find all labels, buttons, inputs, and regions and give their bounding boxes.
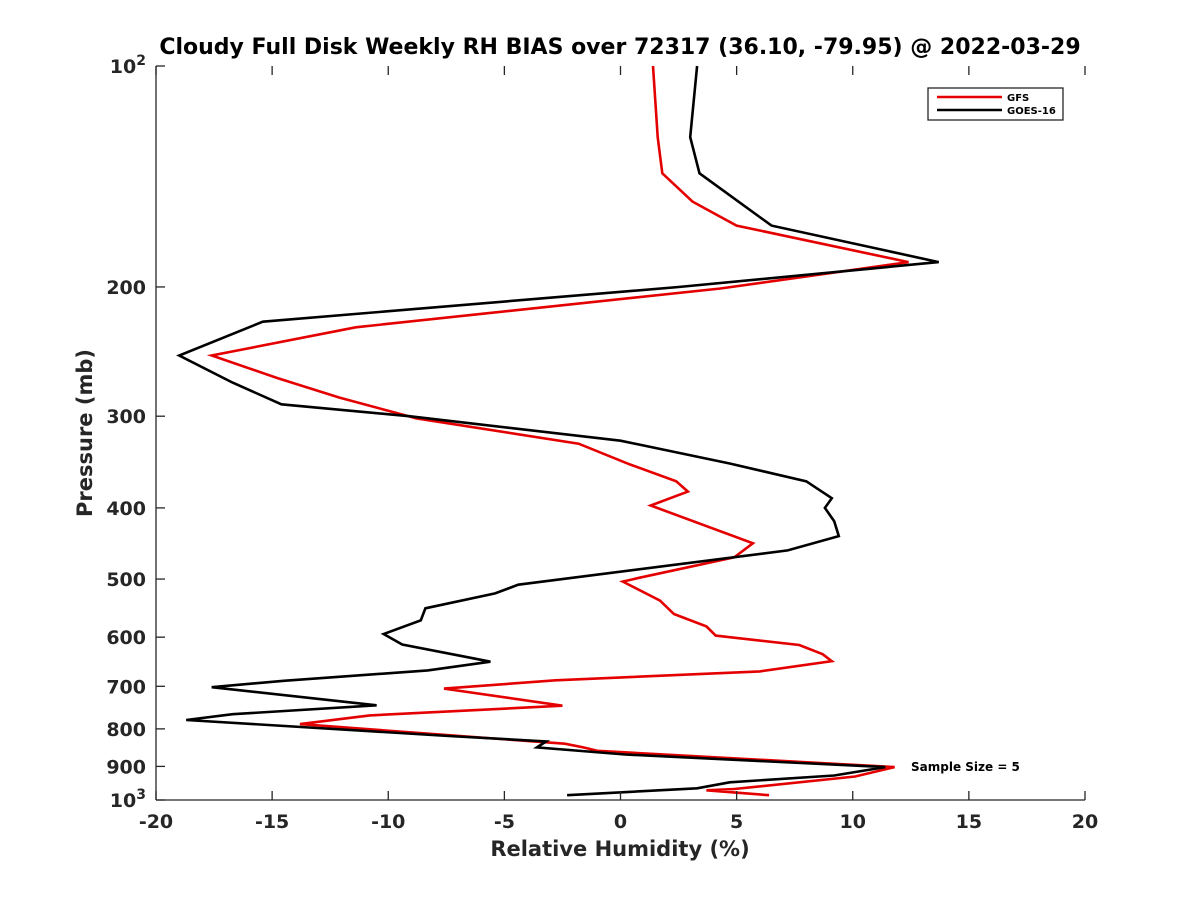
legend-box [927, 87, 1064, 121]
x-axis-ticks: -20 -15 -10 -5 0 5 10 15 20 [139, 66, 1098, 833]
y-tick-label: 600 [106, 627, 146, 649]
y-axis-ticks: 102 200 300 400 500 600 700 800 900 103 [106, 53, 165, 812]
y-tick-label: 102 [110, 53, 146, 78]
series-line-goes16 [176, 65, 939, 797]
y-tick-label: 900 [106, 756, 146, 778]
x-tick-label: 0 [614, 811, 627, 833]
y-tick-label: 800 [106, 719, 146, 741]
y-tick-label: 400 [106, 498, 146, 520]
legend: GFS GOES-16 [927, 87, 1064, 121]
x-tick-label: 10 [840, 811, 866, 833]
y-tick-label: 103 [110, 787, 146, 812]
y-axis-label: Pressure (mb) [73, 349, 97, 517]
x-axis-label: Relative Humidity (%) [490, 837, 749, 861]
x-tick-label: -5 [494, 811, 515, 833]
y-tick-label: 700 [106, 676, 146, 698]
sample-size-annotation: Sample Size = 5 [911, 760, 1020, 774]
legend-label-gfs: GFS [1007, 93, 1029, 104]
x-tick-label: -10 [371, 811, 405, 833]
chart-title: Cloudy Full Disk Weekly RH BIAS over 723… [159, 35, 1080, 60]
y-tick-label: 200 [106, 277, 146, 299]
x-tick-label: 15 [956, 811, 982, 833]
x-tick-label: 5 [730, 811, 743, 833]
y-tick-label: 500 [106, 569, 146, 591]
legend-label-goes16: GOES-16 [1007, 106, 1056, 117]
x-tick-label: -15 [255, 811, 289, 833]
plot-area [155, 65, 1085, 801]
series-layer [176, 65, 939, 797]
series-line-gfs [206, 65, 909, 797]
y-tick-label: 300 [106, 406, 146, 428]
x-tick-label: 20 [1072, 811, 1098, 833]
x-tick-label: -20 [139, 811, 173, 833]
